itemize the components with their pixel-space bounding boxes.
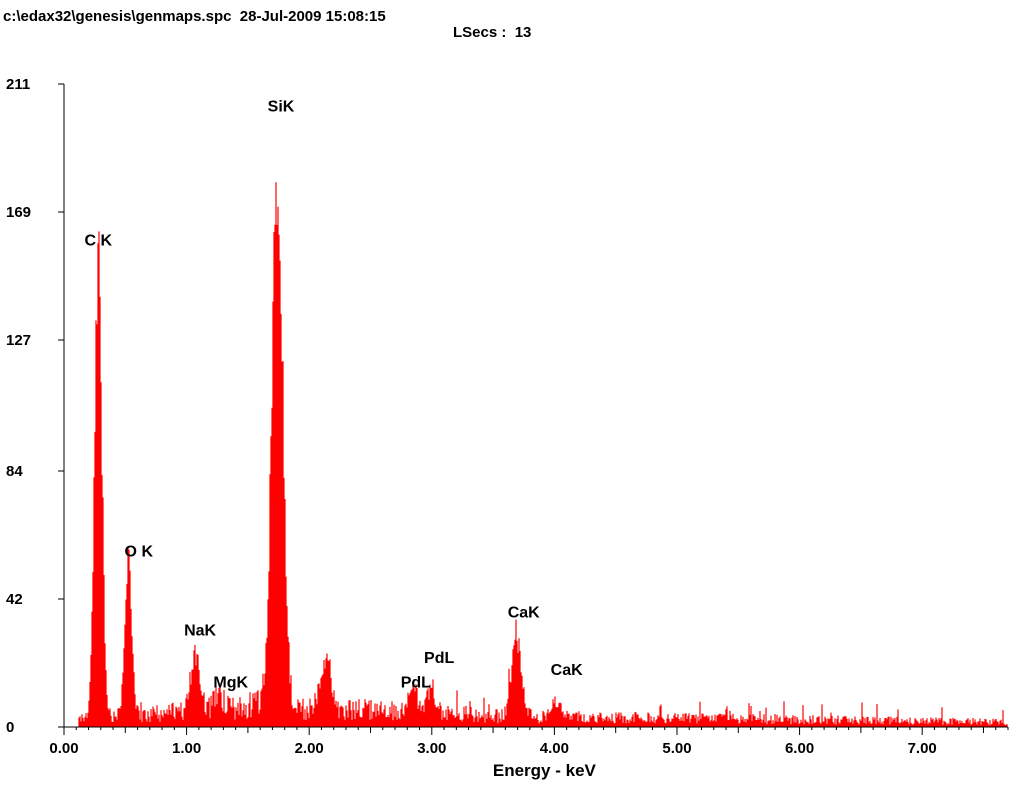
spectrum-counts: [78, 182, 1008, 727]
x-axis-ticks: 0.00 1.00 2.00 3.00 4.00 5.00 6.00 7.00: [49, 727, 1009, 757]
y-tick-label: 42: [6, 591, 23, 608]
peak-label: SiK: [268, 98, 295, 115]
spectrum-bars: [78, 182, 1008, 727]
live-seconds-label: LSecs : 13: [453, 24, 532, 41]
spectrum-file-header: c:\edax32\genesis\genmaps.spc 28-Jul-200…: [3, 8, 386, 25]
x-tick-label: 2.00: [295, 740, 324, 757]
peak-label: CaK: [508, 604, 540, 621]
peak-annotations: C K O K NaK MgK SiK PdL PdL CaK CaK: [85, 98, 584, 691]
peak-label: PdL: [424, 650, 454, 667]
peak-label: NaK: [184, 623, 216, 640]
y-axis-ticks: 0 42 84 127 169 211: [6, 76, 64, 736]
y-tick-label: 127: [6, 332, 31, 349]
peak-label: PdL: [401, 674, 431, 691]
x-tick-label: 7.00: [908, 740, 937, 757]
y-tick-label: 84: [6, 463, 23, 480]
y-tick-label: 0: [6, 719, 14, 736]
peak-label: CaK: [551, 662, 583, 679]
x-tick-label: 3.00: [417, 740, 446, 757]
peak-label: MgK: [213, 674, 248, 691]
y-tick-label: 211: [6, 76, 30, 93]
x-tick-label: 1.00: [172, 740, 201, 757]
x-axis-label: Energy - keV: [493, 761, 597, 780]
peak-label: C K: [85, 233, 113, 250]
peak-label: O K: [125, 543, 154, 560]
x-tick-label: 6.00: [785, 740, 814, 757]
x-tick-label: 5.00: [662, 740, 691, 757]
x-tick-label: 4.00: [540, 740, 569, 757]
y-tick-label: 169: [6, 204, 31, 221]
x-tick-label: 0.00: [49, 740, 78, 757]
